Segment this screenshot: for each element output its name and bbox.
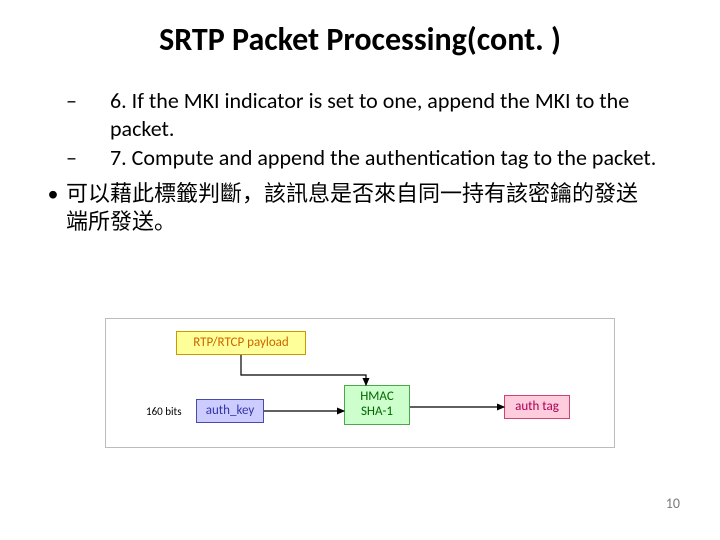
note-bullet: •可以藉此標籤判斷，該訊息是否來自同一持有該密鑰的發送端所發送。 [0,174,720,237]
bullet-list: – 6. If the MKI indicator is set to one,… [0,59,720,172]
box-hmac: HMACSHA-1 [344,385,410,425]
bits-label: 160 bits [146,405,182,418]
page-number: 10 [666,495,680,512]
bullet-7-text: 7. Compute and append the authentication… [110,144,656,171]
slide-title: SRTP Packet Processing(cont. ) [0,0,720,59]
box-rtp-payload-label: RTP/RTCP payload [193,336,289,351]
box-auth-key: auth_key [196,399,264,423]
box-rtp-payload: RTP/RTCP payload [176,331,306,355]
bullet-item-6: – 6. If the MKI indicator is set to one,… [70,87,660,142]
note-text: 可以藉此標籤判斷，該訊息是否來自同一持有該密鑰的發送端所發送。 [66,180,656,237]
box-auth-tag: auth tag [504,395,570,419]
box-hmac-label: HMACSHA-1 [360,390,394,420]
bullet-6-text: 6. If the MKI indicator is set to one, a… [110,87,629,142]
box-auth-tag-label: auth tag [515,400,559,415]
bullet-item-7: – 7. Compute and append the authenticati… [70,144,660,172]
hmac-diagram: 160 bits RTP/RTCP payload auth_key HMACS… [105,318,615,448]
box-auth-key-label: auth_key [206,404,254,419]
